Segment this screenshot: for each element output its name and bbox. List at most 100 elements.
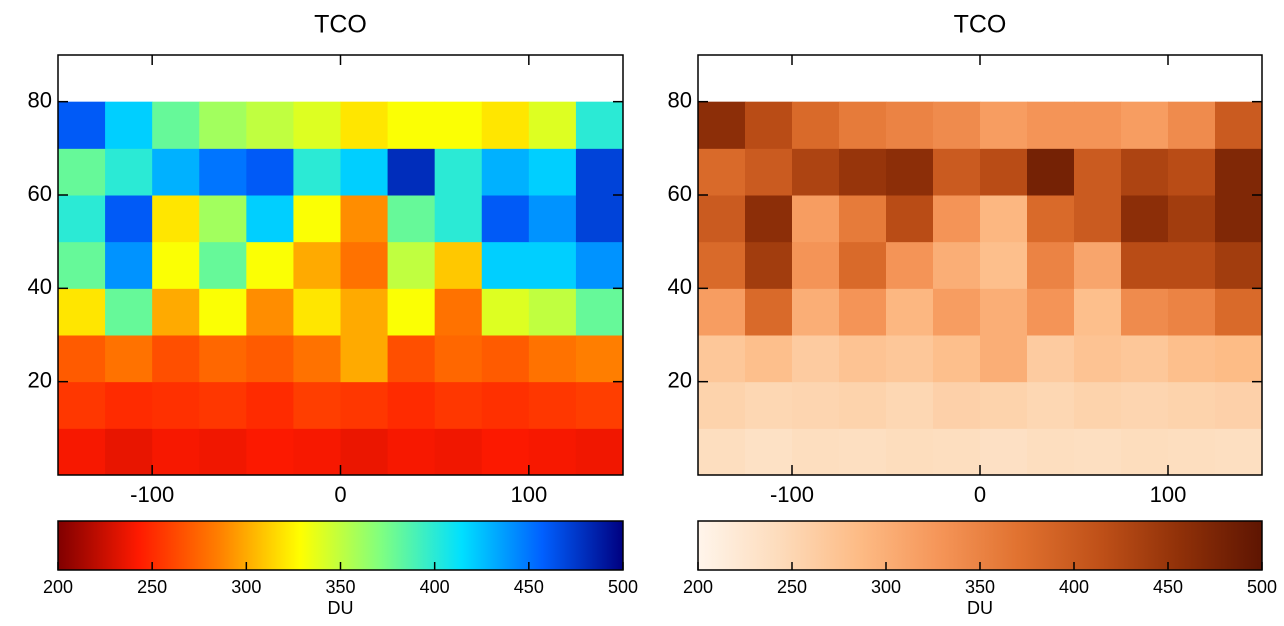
heat-cell xyxy=(481,288,530,336)
heat-cell xyxy=(246,195,294,243)
heat-cell xyxy=(293,381,341,429)
heat-cell xyxy=(340,381,389,429)
heat-cell xyxy=(1074,241,1122,289)
heat-cell xyxy=(1027,148,1075,196)
heat-cell xyxy=(58,335,106,383)
heat-cell xyxy=(293,241,341,289)
heat-cell xyxy=(199,148,247,196)
heat-cell xyxy=(1074,335,1122,383)
heat-cell xyxy=(1027,288,1075,336)
colorbar-tick-label: 400 xyxy=(420,577,450,597)
heat-cell xyxy=(1168,335,1216,383)
heat-cell xyxy=(886,241,934,289)
colorbar xyxy=(57,520,624,571)
heat-cell xyxy=(481,241,530,289)
heat-cell xyxy=(745,381,793,429)
heat-cell xyxy=(1121,335,1169,383)
heat-cell xyxy=(839,428,887,476)
heat-cell xyxy=(839,101,887,149)
y-tick-label: 20 xyxy=(28,367,52,392)
heat-cell xyxy=(745,148,793,196)
heat-cell xyxy=(434,241,483,289)
colorbar-label: DU xyxy=(967,598,993,618)
heat-cell xyxy=(745,335,793,383)
colorbar-tick-label: 250 xyxy=(137,577,167,597)
heat-cell xyxy=(745,428,793,476)
heat-cell xyxy=(481,195,530,243)
heat-cell xyxy=(340,148,389,196)
heat-cell xyxy=(246,101,294,149)
x-tick-label: 100 xyxy=(510,482,547,507)
heat-cell xyxy=(698,241,746,289)
heat-cell xyxy=(980,335,1028,383)
colorbar-label: DU xyxy=(328,598,354,618)
heat-cell xyxy=(933,428,981,476)
heat-cell xyxy=(105,288,153,336)
heat-cell xyxy=(980,381,1028,429)
heat-cell xyxy=(105,241,153,289)
heat-cell xyxy=(528,148,577,196)
heat-cell xyxy=(293,288,341,336)
heat-cell xyxy=(434,381,483,429)
heat-cell xyxy=(152,335,200,383)
heat-cell xyxy=(528,335,577,383)
heat-cell xyxy=(792,241,840,289)
y-tick-label: 80 xyxy=(28,87,52,112)
heat-cell xyxy=(1121,148,1169,196)
heat-cell xyxy=(933,195,981,243)
heat-cell xyxy=(886,288,934,336)
heat-cell xyxy=(246,288,294,336)
colorbar-tick-label: 450 xyxy=(1153,577,1183,597)
heat-cell xyxy=(199,428,247,476)
heat-cell xyxy=(1168,195,1216,243)
x-tick-label: 0 xyxy=(334,482,346,507)
colorbar-tick-label: 300 xyxy=(231,577,261,597)
y-tick-label: 40 xyxy=(28,274,52,299)
heat-cell xyxy=(152,101,200,149)
heat-cell xyxy=(528,288,577,336)
heat-cell xyxy=(152,381,200,429)
colorbar-tick-label: 400 xyxy=(1059,577,1089,597)
heat-cell xyxy=(575,428,624,476)
chart-title: TCO xyxy=(314,11,367,39)
heat-cell xyxy=(792,428,840,476)
heat-cell xyxy=(1027,241,1075,289)
heat-cell xyxy=(105,148,153,196)
heat-cell xyxy=(481,428,530,476)
heat-cell xyxy=(745,241,793,289)
chart-title: TCO xyxy=(954,11,1007,39)
x-tick-label: -100 xyxy=(130,482,174,507)
heat-cell xyxy=(528,381,577,429)
y-tick-label: 60 xyxy=(668,181,692,206)
heat-cell xyxy=(58,195,106,243)
heat-cell xyxy=(481,148,530,196)
heat-cell xyxy=(839,381,887,429)
heat-cell xyxy=(1168,148,1216,196)
heat-cell xyxy=(745,101,793,149)
y-tick-label: 20 xyxy=(668,367,692,392)
x-tick-label: 100 xyxy=(1150,482,1187,507)
heat-cell xyxy=(792,101,840,149)
heat-cell xyxy=(246,148,294,196)
heat-cell xyxy=(933,241,981,289)
heat-cell xyxy=(980,241,1028,289)
heat-cell xyxy=(792,288,840,336)
heat-cell xyxy=(105,335,153,383)
heat-cell xyxy=(1215,101,1263,149)
heat-cell xyxy=(980,148,1028,196)
heat-cell xyxy=(293,148,341,196)
heat-cell xyxy=(434,148,483,196)
heat-cell xyxy=(434,288,483,336)
heat-cell xyxy=(199,101,247,149)
heat-cell xyxy=(980,101,1028,149)
heat-cell xyxy=(152,148,200,196)
heat-cell xyxy=(575,148,624,196)
heat-cell xyxy=(1215,148,1263,196)
heat-cell xyxy=(839,288,887,336)
colorbar-tick-label: 350 xyxy=(325,577,355,597)
heat-cell xyxy=(340,195,389,243)
x-tick-label: -100 xyxy=(770,482,814,507)
heat-cell xyxy=(387,335,436,383)
colorbar-tick-label: 300 xyxy=(871,577,901,597)
heat-cell xyxy=(246,428,294,476)
